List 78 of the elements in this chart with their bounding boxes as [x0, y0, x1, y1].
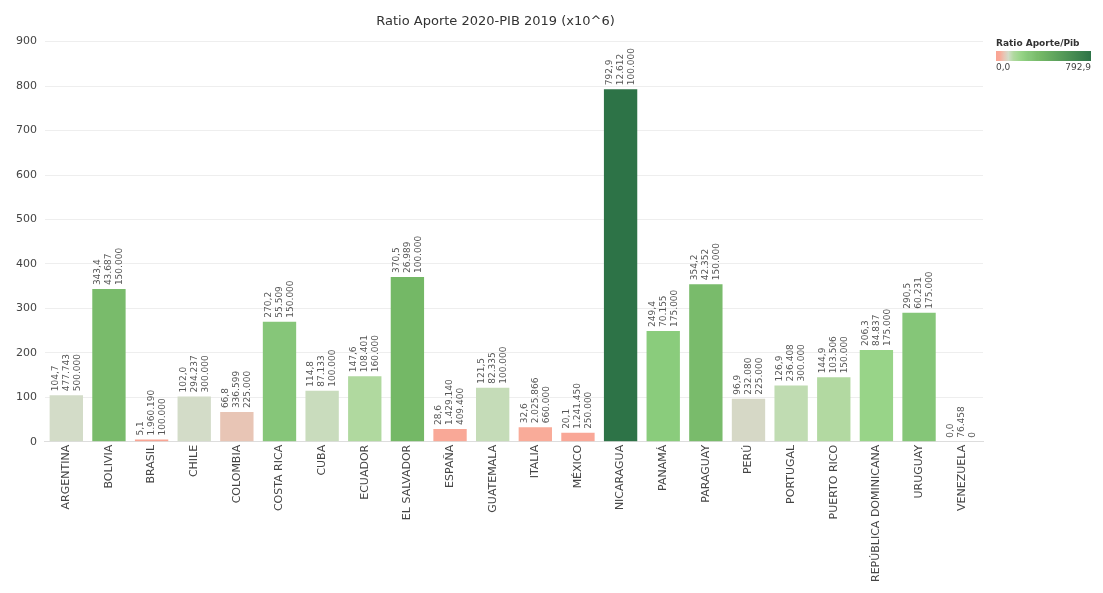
bar [348, 376, 382, 442]
x-tick-label: ITALIA [528, 444, 542, 479]
data-label: 114,8 87.133 100.000 [305, 349, 338, 387]
x-tick-label: REPÚBLICA DOMINICANA [869, 444, 883, 583]
x-tick-label: GUATEMALA [485, 444, 499, 513]
bar [859, 350, 894, 442]
x-tick-label: COSTA RICA [272, 444, 286, 512]
x-tick-label: CUBA [314, 444, 328, 476]
y-tick-label: 500 [16, 212, 37, 226]
bar [561, 432, 595, 442]
x-tick-label: COLOMBIA [229, 444, 243, 504]
data-label: 20,1 1.241.450 250.000 [561, 382, 594, 429]
x-tick-label: ARGENTINA [59, 444, 73, 510]
data-label: 5,1 1.960.190 100.000 [134, 389, 167, 436]
data-label: 32,6 2.025.866 660.000 [518, 377, 551, 424]
data-label: 28,6 1.429.140 409.400 [433, 379, 466, 426]
x-tick-label: EL SALVADOR [400, 444, 414, 521]
x-tick-label: PORTUGAL [783, 443, 797, 504]
bar [817, 377, 851, 442]
bar [603, 89, 638, 442]
data-label: 102,0 294.237 300.000 [177, 354, 210, 393]
color-bar-label: 792,9 [1064, 62, 1091, 72]
data-label: 96,9 232.080 225.000 [731, 357, 764, 395]
y-tick-label: 100 [16, 390, 37, 404]
y-tick-label: 600 [16, 167, 37, 181]
bar [177, 396, 211, 442]
data-label: 104,7 477.743 500.000 [49, 353, 82, 392]
x-tick-label: ESPAÑA [442, 444, 456, 488]
bar [92, 289, 126, 442]
x-tick-label: VENEZUELA [954, 444, 968, 511]
bar [646, 330, 680, 442]
data-label: 290,5 60.231 175.000 [902, 271, 935, 309]
y-tick-label: 700 [16, 123, 37, 137]
data-label: 0,0 76.458 0 [945, 406, 978, 438]
x-tick-label: ECUADOR [357, 444, 371, 500]
data-label: 792,9 12.612 100.000 [603, 47, 636, 86]
bar [731, 398, 766, 442]
data-label: 249,4 70.155 175.000 [646, 289, 679, 327]
x-tick-label: PUERTO RICO [826, 444, 840, 520]
bar [305, 390, 339, 442]
x-tick-label: NICARAGUA [613, 444, 627, 511]
data-label: 121,5 82.335 100.000 [476, 346, 509, 384]
bar [220, 412, 254, 442]
color-bar-label: 0,0 [996, 62, 1012, 72]
x-tick-label: CHILE [187, 444, 201, 478]
x-tick-label: URUGUAY [911, 444, 925, 499]
x-tick-label: PARAGUAY [698, 444, 712, 503]
y-tick-label: 900 [16, 34, 37, 48]
y-tick-label: 800 [16, 78, 37, 92]
chart-title: Ratio Aporte 2020-PIB 2019 (x10^6) [376, 13, 615, 29]
x-tick-label: PERÚ [741, 444, 755, 475]
x-tick-label: PANAMÁ [656, 444, 670, 492]
data-label: 354,2 42.352 150.000 [689, 242, 722, 281]
bar [390, 277, 425, 442]
bar [902, 312, 936, 442]
data-label: 206,3 84.837 175.000 [859, 308, 892, 347]
y-tick-label: 200 [16, 345, 37, 359]
bar [476, 387, 510, 442]
data-label: 126,9 236.408 300.000 [774, 343, 807, 382]
y-tick-label: 300 [16, 301, 37, 315]
bar [774, 385, 808, 442]
y-tick-label: 0 [30, 434, 37, 448]
data-label: 66,8 336.599 225.000 [220, 370, 253, 409]
bar [262, 321, 297, 442]
x-tick-label: BOLIVIA [101, 444, 115, 489]
data-label: 144,9 103.506 150.000 [817, 335, 850, 374]
data-label: 343,4 43.687 150.000 [92, 247, 125, 286]
data-label: 147,6 108.401 160.000 [348, 334, 381, 373]
data-label: 270,2 55.509 150.000 [262, 280, 295, 318]
bar [49, 395, 83, 442]
x-tick-label: BRASIL [144, 443, 158, 484]
data-label: 370,5 26.989 100.000 [390, 235, 423, 274]
bar [689, 284, 723, 442]
bar [518, 427, 552, 442]
y-tick-label: 400 [16, 256, 37, 270]
x-tick-label: MÉXICO [570, 444, 584, 489]
bar [433, 429, 467, 442]
color-bar-title: Ratio Aporte/Pib [996, 38, 1081, 48]
